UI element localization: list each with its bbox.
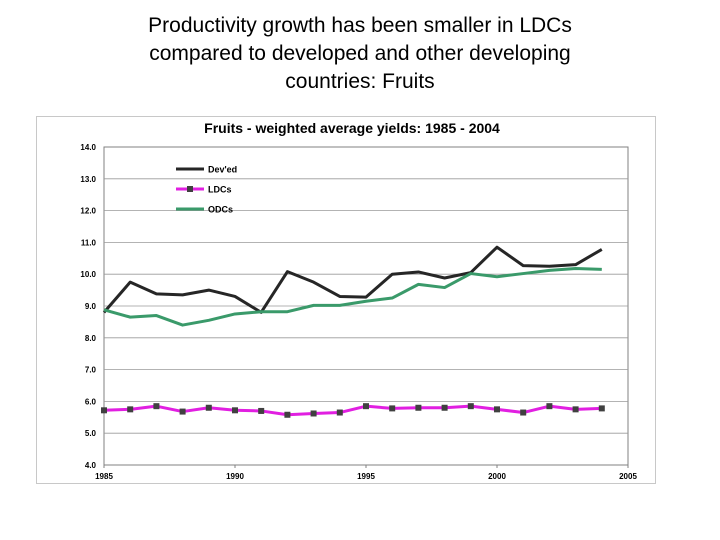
data-point	[546, 403, 553, 410]
data-point	[205, 404, 212, 411]
data-point	[232, 407, 238, 414]
y-tick-label: 8.0	[85, 334, 97, 343]
slide-title-line-3: countries: Fruits	[285, 70, 435, 93]
data-point	[441, 404, 448, 411]
x-tick-label: 2000	[488, 472, 506, 481]
gridlines	[104, 178, 628, 434]
x-axis: 1985 1990 1995 2000 2005	[95, 465, 637, 481]
data-point	[127, 406, 134, 413]
legend-label: Dev'ed	[208, 165, 237, 175]
data-point	[258, 407, 265, 414]
slide-title: Productivity growth has been smaller in …	[0, 12, 720, 96]
x-tick-label: 1990	[226, 472, 244, 481]
data-point	[467, 403, 474, 410]
y-tick-label: 11.0	[81, 238, 97, 247]
slide-title-line-1: Productivity growth has been smaller in …	[148, 14, 572, 37]
data-point	[284, 411, 291, 418]
x-tick-label: 2005	[619, 472, 637, 481]
y-tick-label: 4.0	[85, 461, 97, 470]
slide-title-line-2: compared to developed and other developi…	[149, 42, 571, 65]
data-point	[310, 410, 317, 417]
y-tick-label: 7.0	[85, 366, 97, 375]
legend-label: LDCs	[208, 185, 232, 195]
y-tick-label: 10.0	[80, 270, 96, 279]
y-tick-label: 9.0	[85, 302, 97, 311]
y-tick-label: 6.0	[85, 397, 97, 406]
series-line-1	[103, 404, 602, 417]
legend: Dev'ed LDCs ODCs	[176, 165, 237, 215]
series-line-0	[102, 245, 603, 314]
data-point	[520, 409, 527, 416]
data-point	[598, 405, 605, 412]
x-tick-label: 1995	[357, 472, 375, 481]
data-point	[572, 406, 579, 413]
x-tick-label: 1985	[95, 472, 113, 481]
data-point	[101, 407, 107, 414]
y-tick-label: 12.0	[80, 207, 96, 216]
legend-label: ODCs	[208, 205, 233, 215]
series-group	[101, 245, 605, 418]
chart-title: Fruits - weighted average yields: 1985 -…	[204, 120, 500, 136]
data-point	[415, 404, 422, 411]
data-point	[494, 406, 500, 413]
y-tick-label: 14.0	[80, 143, 96, 152]
y-axis: 4.0 5.0 6.0 7.0 8.0 9.0 10.0 11.0 12.0 13.0 14.0	[80, 143, 96, 470]
data-point	[336, 409, 343, 416]
data-point	[153, 403, 160, 410]
data-point	[389, 405, 396, 412]
data-point	[363, 403, 369, 410]
data-point	[179, 408, 186, 415]
series-line-2	[103, 266, 602, 327]
y-tick-label: 13.0	[80, 175, 96, 184]
y-tick-label: 5.0	[85, 429, 97, 438]
legend-marker	[187, 186, 193, 192]
